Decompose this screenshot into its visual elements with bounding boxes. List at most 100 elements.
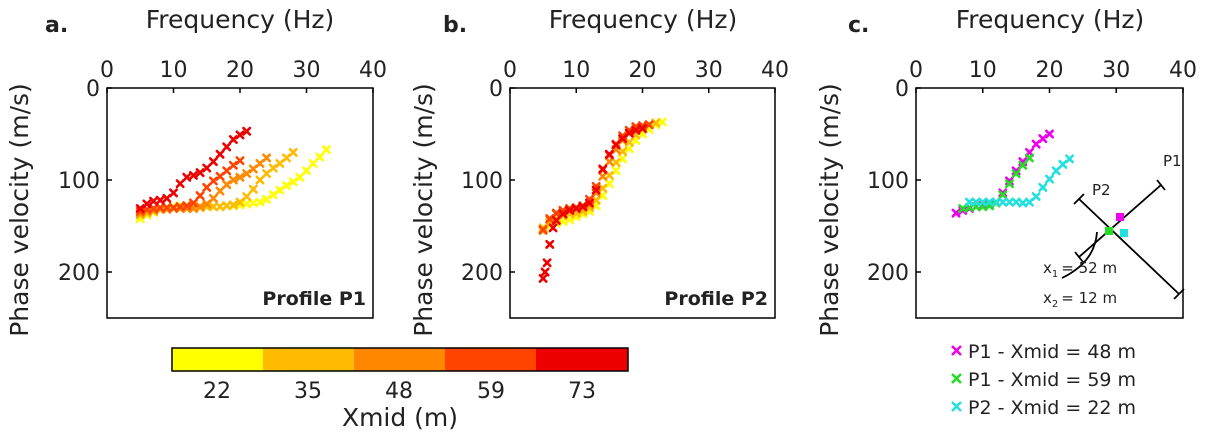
panel-a-ytick-label-2: 200 <box>58 261 100 286</box>
panel-c-series-0-point-1 <box>958 205 968 215</box>
panel-a-series-1-point-12 <box>215 202 225 212</box>
legend-marker-0 <box>951 345 962 356</box>
panel-c-series-1-point-0 <box>958 204 968 214</box>
panel-a-series-2-point-1 <box>142 206 152 216</box>
panel-b-series-2-point-9 <box>598 171 608 181</box>
panel-c-series-0-point-0 <box>951 208 961 218</box>
panel-c-series-0-point-12 <box>1031 139 1041 149</box>
colorbar-tick-3: 59 <box>477 379 505 404</box>
panel-b-series-4-point-3 <box>545 239 555 249</box>
panel-b-ytick-label-1: 100 <box>461 169 503 194</box>
panel-c-series-2-point-3 <box>984 197 994 207</box>
panel-a-series-3-point-10 <box>202 182 212 192</box>
panel-c-series-1-point-8 <box>1011 169 1021 179</box>
panel-a-series-1-point-23 <box>288 147 298 157</box>
panel-a: a. Frequency (Hz) Phase velocity (m/s) 0… <box>5 5 387 337</box>
inset-distance-1: x1 = 52 m <box>1043 259 1117 280</box>
panel-a-series-3-point-12 <box>215 171 225 181</box>
panel-b-series-0-point-8 <box>598 191 608 201</box>
panel-a-series-2-point-2 <box>149 205 159 215</box>
panel-a-series-1-point-11 <box>208 202 218 212</box>
panel-c-ytick-label-1: 100 <box>867 169 909 194</box>
panel-a-series-2-point-13 <box>222 180 232 190</box>
panel-b-series-2-point-10 <box>604 157 614 167</box>
panel-b-series-4-point-18 <box>638 123 647 133</box>
panel-a-series-1-point-19 <box>262 169 272 179</box>
panel-b-series-4-point-14 <box>611 140 621 150</box>
panel-a-series-3-point-9 <box>195 191 205 201</box>
panel-a-series-4-point-5 <box>169 188 178 198</box>
colorbar-tick-4: 73 <box>568 379 596 404</box>
inset-x2-symbol: x <box>1043 289 1052 307</box>
legend-label-0: P1 - Xmid = 48 m <box>968 341 1136 363</box>
inset-end-p1-b <box>1073 193 1085 205</box>
panel-a-series-2-point-10 <box>202 199 212 209</box>
panel-c-series-2-point-4 <box>991 197 1001 207</box>
panel-a-series-3-point-5 <box>169 203 178 213</box>
panel-a-series-3-point-8 <box>188 198 198 208</box>
colorbar-seg-1 <box>263 348 354 371</box>
panel-c-xticks: 0 10 20 30 40 <box>909 58 1197 93</box>
panel-b-series-4-point-15 <box>618 134 628 144</box>
panel-c-ylabel: Phase velocity (m/s) <box>815 83 844 337</box>
panel-a-series-2-point-6 <box>175 204 185 214</box>
colorbar-frame <box>171 347 629 372</box>
panel-c-series-1-point-7 <box>1004 179 1014 189</box>
inset-x2-subscript: 2 <box>1052 299 1058 310</box>
panel-a-series-4-point-2 <box>149 196 159 206</box>
panel-a-series-1-point-22 <box>282 153 292 163</box>
inset-line-p1 <box>1078 198 1180 295</box>
panel-a-series-0-point-21 <box>275 185 285 195</box>
panel-a-series-4-point-11 <box>208 157 218 167</box>
panel-b-series-4-point-2 <box>542 258 552 268</box>
panel-a-yticks: 0 100 200 <box>58 77 112 286</box>
legend-item-2: P2 - Xmid = 22 m <box>951 397 1136 419</box>
panel-a-series-4-point-8 <box>188 170 198 180</box>
panel-a-xtick-label-3: 30 <box>293 58 321 83</box>
panel-a-series-1-point-21 <box>275 158 285 168</box>
panel-c-series-1-point-9 <box>1018 160 1028 170</box>
panel-b-xtick-label-3: 30 <box>695 58 723 83</box>
panel-b-series-3-point-0 <box>538 225 548 235</box>
panel-b-letter: b. <box>443 13 467 38</box>
panel-a-series-4-point-16 <box>242 126 252 136</box>
panel-b-series-4-point-17 <box>631 125 641 135</box>
colorbar-tick-2: 48 <box>385 379 413 404</box>
panel-a-series-2-point-9 <box>195 202 205 212</box>
panel-b-series-4 <box>538 123 647 283</box>
panel-a-series-2-point-15 <box>235 172 245 182</box>
colorbar-seg-2 <box>354 348 445 371</box>
panel-a-series-4-point-9 <box>195 168 205 178</box>
panel-c-xtick-label-2: 20 <box>1036 58 1064 83</box>
panel-c-series-2-point-15 <box>1065 154 1075 164</box>
panel-a-series-0-point-23 <box>288 177 298 187</box>
panel-a-series-2-point-3 <box>155 204 165 214</box>
panel-c-xtick-label-0: 0 <box>909 58 923 83</box>
inset-x2-value: = 12 m <box>1061 289 1117 307</box>
panel-a-series-2-point-12 <box>215 186 225 196</box>
panel-a-series-1-point-13 <box>222 201 232 211</box>
colorbar-seg-4 <box>536 348 628 371</box>
panel-c-series-1-point-10 <box>1024 153 1034 163</box>
panel-a-ytick-label-1: 100 <box>58 169 100 194</box>
panel-a-xticks: 0 10 20 30 40 <box>100 58 387 93</box>
panel-c-letter: c. <box>848 13 869 38</box>
panel-a-series-2-point-4 <box>162 204 172 214</box>
panel-a-series-4-point-10 <box>202 163 212 173</box>
panel-c-series-2-point-2 <box>978 197 988 207</box>
panel-a-series-0-point-16 <box>242 199 252 209</box>
panel-a-xtick-label-4: 40 <box>359 58 387 83</box>
panel-a-series-0-point-26 <box>308 158 318 168</box>
legend-label-1: P1 - Xmid = 59 m <box>968 369 1136 391</box>
panel-a-series-3-point-2 <box>149 204 159 214</box>
inset-markers <box>1105 213 1128 237</box>
panel-a-series-2-point-19 <box>262 153 272 163</box>
panel-a-series-1-point-14 <box>228 200 238 210</box>
inset-x1-symbol: x <box>1043 259 1052 277</box>
panel-c-series-2-point-1 <box>971 197 981 207</box>
panel-c-series-0-point-13 <box>1038 134 1048 144</box>
panel-c-series-1 <box>958 153 1034 214</box>
panel-b-series-4-point-0 <box>538 273 548 283</box>
panel-b-series-4-point-8 <box>571 204 581 214</box>
